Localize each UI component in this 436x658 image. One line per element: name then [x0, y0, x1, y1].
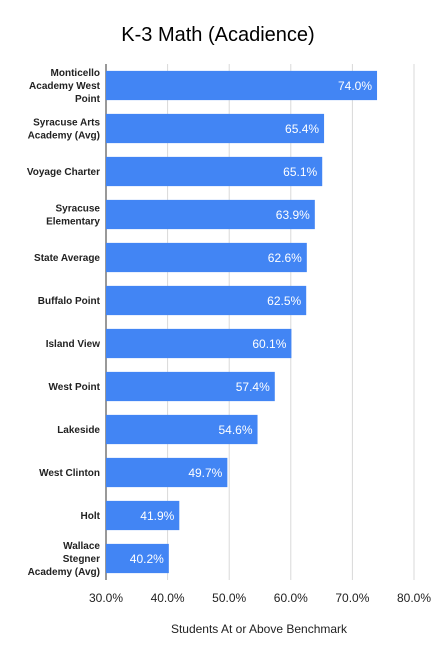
bars — [106, 70, 378, 574]
bar — [106, 371, 275, 402]
data-labels: 74.0% 65.4% 65.1% 63.9% 62.6% 62.5% 60.1% 57.4%… — [130, 79, 373, 566]
category-label: Monticello Academy West Point — [29, 68, 101, 105]
chart-title: K-3 Math (Acadience) — [121, 24, 314, 46]
category-label: Buffalo Point — [38, 296, 101, 307]
category-label: Syracuse Elementary — [46, 204, 100, 228]
category-label: Wallace Stegner Academy (Avg) — [28, 541, 101, 578]
data-label: 65.1% — [283, 165, 317, 179]
bar — [106, 414, 258, 445]
x-tick-label: 60.0% — [274, 591, 308, 605]
bar — [106, 156, 323, 187]
bar — [106, 199, 315, 230]
data-label: 57.4% — [236, 380, 270, 394]
gridlines — [105, 64, 415, 580]
data-label: 40.2% — [130, 552, 164, 566]
x-tick-label: 30.0% — [89, 591, 123, 605]
data-label: 41.9% — [140, 509, 174, 523]
x-tick-label: 80.0% — [397, 591, 431, 605]
data-label: 54.6% — [219, 423, 253, 437]
x-tick-label: 70.0% — [335, 591, 369, 605]
bar — [106, 457, 228, 488]
bar — [106, 500, 180, 531]
data-label: 62.5% — [267, 294, 301, 308]
x-axis-label: Students At or Above Benchmark — [171, 622, 348, 636]
data-label: 63.9% — [276, 208, 310, 222]
bar — [106, 242, 307, 273]
category-labels: Monticello Academy West Point Syracuse Arts… — [27, 68, 101, 578]
data-label: 60.1% — [252, 337, 286, 351]
bar — [106, 113, 325, 144]
bar — [106, 543, 169, 574]
data-label: 65.4% — [285, 122, 319, 136]
category-label: Voyage Charter — [27, 167, 100, 178]
bar — [106, 285, 307, 316]
category-label: West Point — [49, 382, 101, 393]
bar — [106, 328, 292, 359]
data-label: 74.0% — [338, 79, 372, 93]
category-label: Lakeside — [57, 425, 100, 436]
bar — [106, 70, 378, 101]
x-tick-labels: 30.0% 40.0% 50.0% 60.0% 70.0% 80.0% — [89, 591, 431, 605]
category-label: State Average — [34, 253, 100, 264]
category-label: West Clinton — [39, 468, 100, 479]
x-tick-label: 50.0% — [212, 591, 246, 605]
category-label: Island View — [46, 339, 101, 350]
data-label: 62.6% — [268, 251, 302, 265]
category-label: Syracuse Arts Academy (Avg) — [28, 118, 101, 142]
x-tick-label: 40.0% — [151, 591, 185, 605]
category-label: Holt — [81, 511, 101, 522]
data-label: 49.7% — [188, 466, 222, 480]
